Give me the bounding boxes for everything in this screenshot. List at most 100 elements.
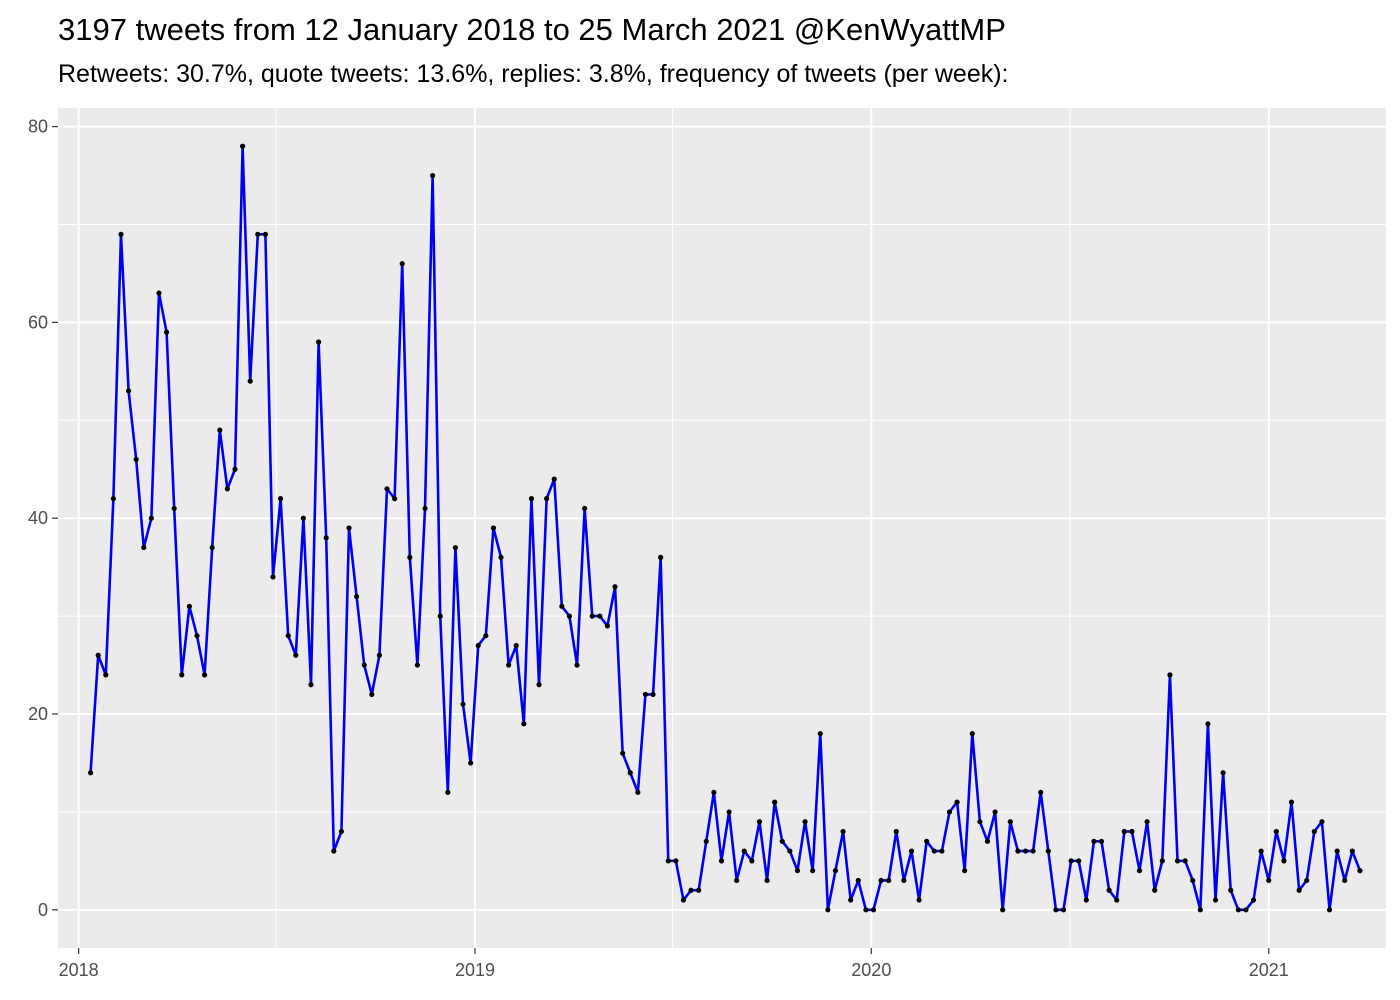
data-point [893, 828, 899, 835]
data-point [696, 887, 702, 893]
data-point [969, 730, 975, 737]
data-point [817, 730, 823, 737]
data-point [255, 231, 261, 237]
data-point [148, 515, 154, 521]
x-tick-label: 2018 [59, 960, 99, 980]
data-point [1334, 848, 1340, 854]
data-point [787, 848, 793, 854]
data-point [240, 143, 246, 149]
series-line [89, 144, 1362, 912]
data-points [87, 143, 1363, 913]
data-point [1136, 868, 1143, 874]
data-point [764, 877, 770, 884]
data-point [87, 770, 94, 776]
data-point [133, 456, 139, 463]
data-point [1205, 721, 1211, 727]
data-point [711, 789, 717, 795]
data-point [392, 496, 398, 502]
data-point [939, 848, 945, 854]
data-point [1250, 897, 1257, 903]
data-point [186, 603, 192, 609]
data-point [156, 290, 162, 296]
data-point [977, 819, 983, 825]
data-point [270, 574, 276, 580]
data-point [460, 701, 466, 707]
data-point [726, 809, 732, 815]
data-point [863, 907, 869, 913]
data-point [399, 261, 405, 267]
data-point [734, 877, 740, 884]
data-point [848, 897, 854, 903]
data-point [1060, 907, 1067, 913]
data-point [217, 427, 223, 433]
data-point [551, 476, 557, 482]
chart-subtitle: Retweets: 30.7%, quote tweets: 13.6%, re… [58, 60, 1009, 88]
data-point [331, 848, 337, 854]
x-tick-label: 2019 [455, 960, 495, 980]
data-point [521, 721, 527, 727]
y-tick-label: 0 [38, 900, 48, 920]
data-point [1091, 838, 1097, 844]
data-point [756, 819, 763, 825]
data-point [1197, 907, 1203, 913]
data-point [1015, 848, 1021, 854]
data-point [278, 496, 284, 502]
y-tick-label: 40 [28, 508, 48, 528]
data-point [1114, 897, 1120, 903]
data-point [224, 486, 230, 492]
data-point [908, 848, 915, 854]
data-point [483, 633, 489, 639]
data-point [1220, 770, 1226, 776]
data-point [1304, 877, 1310, 884]
y-tick-label: 60 [28, 312, 48, 332]
data-point [209, 544, 215, 551]
data-point [293, 652, 299, 658]
data-point [1212, 897, 1219, 903]
axes: 0 20 40 60 80 2018 2019 2020 2021 [28, 117, 1289, 980]
data-point [924, 838, 930, 844]
data-point [870, 907, 877, 913]
data-point [1182, 858, 1188, 864]
data-point [262, 231, 268, 237]
data-point [1022, 848, 1029, 854]
data-point [1273, 828, 1279, 835]
data-point [650, 691, 656, 698]
data-point [430, 172, 436, 179]
data-point [802, 819, 808, 825]
data-point [1144, 819, 1150, 825]
data-point [1152, 887, 1158, 893]
data-point [1030, 848, 1036, 854]
data-point [361, 662, 367, 668]
data-point [1129, 828, 1135, 835]
data-point [1083, 897, 1089, 903]
data-point [125, 388, 132, 394]
data-point [414, 662, 421, 668]
data-point [163, 329, 170, 335]
data-point [772, 799, 778, 805]
data-point [1311, 828, 1317, 835]
data-point [232, 466, 238, 472]
data-point [1342, 877, 1348, 884]
data-point [445, 789, 451, 795]
data-point [749, 858, 755, 864]
data-point [308, 682, 314, 688]
data-point [201, 672, 208, 678]
data-point [468, 760, 474, 766]
x-tick-label: 2020 [851, 960, 891, 980]
data-point [544, 496, 550, 502]
data-point [658, 554, 664, 560]
data-point [346, 525, 352, 531]
data-point [506, 662, 512, 668]
data-point [673, 858, 679, 864]
data-point [916, 897, 922, 903]
data-point [1174, 858, 1181, 864]
data-point [369, 691, 375, 698]
data-point [513, 642, 519, 649]
data-point [931, 848, 937, 854]
data-point [946, 809, 953, 815]
data-point [855, 877, 861, 884]
data-point [1357, 868, 1363, 874]
data-point [642, 691, 649, 698]
data-point [1121, 828, 1127, 835]
